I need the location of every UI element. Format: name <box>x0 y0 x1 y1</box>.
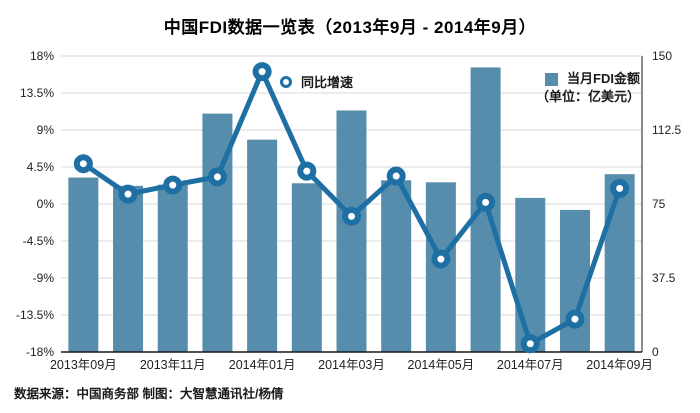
legend-line-series: 同比增速 <box>280 72 353 91</box>
fdi-bar-2014年02月 <box>291 183 322 352</box>
growth-marker-2014年06月 <box>476 192 496 212</box>
y-left-tick-label: 0% <box>37 197 55 211</box>
x-tick-label: 2013年09月 <box>50 358 117 372</box>
y-right-tick-label: 150 <box>652 49 672 63</box>
x-tick-label: 2014年09月 <box>586 358 653 372</box>
source-note: 数据来源：中国商务部 制图：大智慧通讯社/杨倩 <box>14 387 284 401</box>
y-left-tick-label: -9% <box>33 271 55 285</box>
y-left-tick-label: 13.5% <box>20 86 54 100</box>
growth-marker-2013年11月 <box>163 175 183 195</box>
legend-bar-series: 当月FDI金额 （单位：亿美元） <box>536 70 640 106</box>
y-right-tick-label: 75 <box>652 197 666 211</box>
y-right-tick-label: 37.5 <box>652 271 676 285</box>
growth-marker-2014年03月 <box>342 206 361 226</box>
bar-swatch-icon <box>545 72 559 86</box>
fdi-bar-2014年07月 <box>515 197 546 352</box>
y-left-tick-label: -13.5% <box>16 308 54 322</box>
fdi-bar-2014年04月 <box>381 180 412 352</box>
growth-marker-2014年01月 <box>252 62 272 82</box>
y-left-tick-label: -18% <box>26 345 54 359</box>
y-right-tick-label: 112.5 <box>652 123 681 137</box>
legend-bar-sublabel: （单位：亿美元） <box>535 89 640 104</box>
legend-bar-label: 当月FDI金额 <box>567 71 640 86</box>
growth-marker-2014年05月 <box>431 249 451 269</box>
fdi-bar-2014年09月 <box>604 174 635 352</box>
x-tick-label: 2013年11月 <box>140 358 206 372</box>
y-left-tick-label: 9% <box>37 123 55 137</box>
growth-marker-2014年08月 <box>565 309 585 329</box>
y-right-tick-label: 0 <box>652 345 659 359</box>
x-tick-label: 2014年01月 <box>229 358 296 372</box>
circle-marker-icon <box>280 75 292 88</box>
growth-marker-2014年09月 <box>610 178 630 198</box>
y-left-tick-label: 18% <box>30 49 54 63</box>
growth-marker-2014年07月 <box>520 334 540 354</box>
fdi-bar-2013年11月 <box>157 184 188 352</box>
x-tick-label: 2014年05月 <box>408 358 475 372</box>
legend-line-label: 同比增速 <box>301 75 354 90</box>
fdi-bar-2013年10月 <box>113 185 144 352</box>
x-tick-label: 2014年07月 <box>497 358 564 372</box>
y-left-tick-label: -4.5% <box>23 234 55 248</box>
growth-marker-2013年09月 <box>73 154 93 174</box>
fdi-bar-2014年03月 <box>336 110 367 353</box>
x-tick-label: 2014年03月 <box>318 358 385 372</box>
fdi-bar-2014年01月 <box>247 139 278 352</box>
growth-marker-2014年04月 <box>386 166 406 186</box>
growth-marker-2014年02月 <box>297 161 317 181</box>
growth-marker-2013年10月 <box>118 184 138 204</box>
y-left-tick-label: 4.5% <box>27 160 55 174</box>
growth-marker-2013年12月 <box>207 167 227 187</box>
fdi-bar-2013年09月 <box>68 177 99 352</box>
chart-title: 中国FDI数据一览表（2013年9月 - 2014年9月） <box>163 18 537 37</box>
